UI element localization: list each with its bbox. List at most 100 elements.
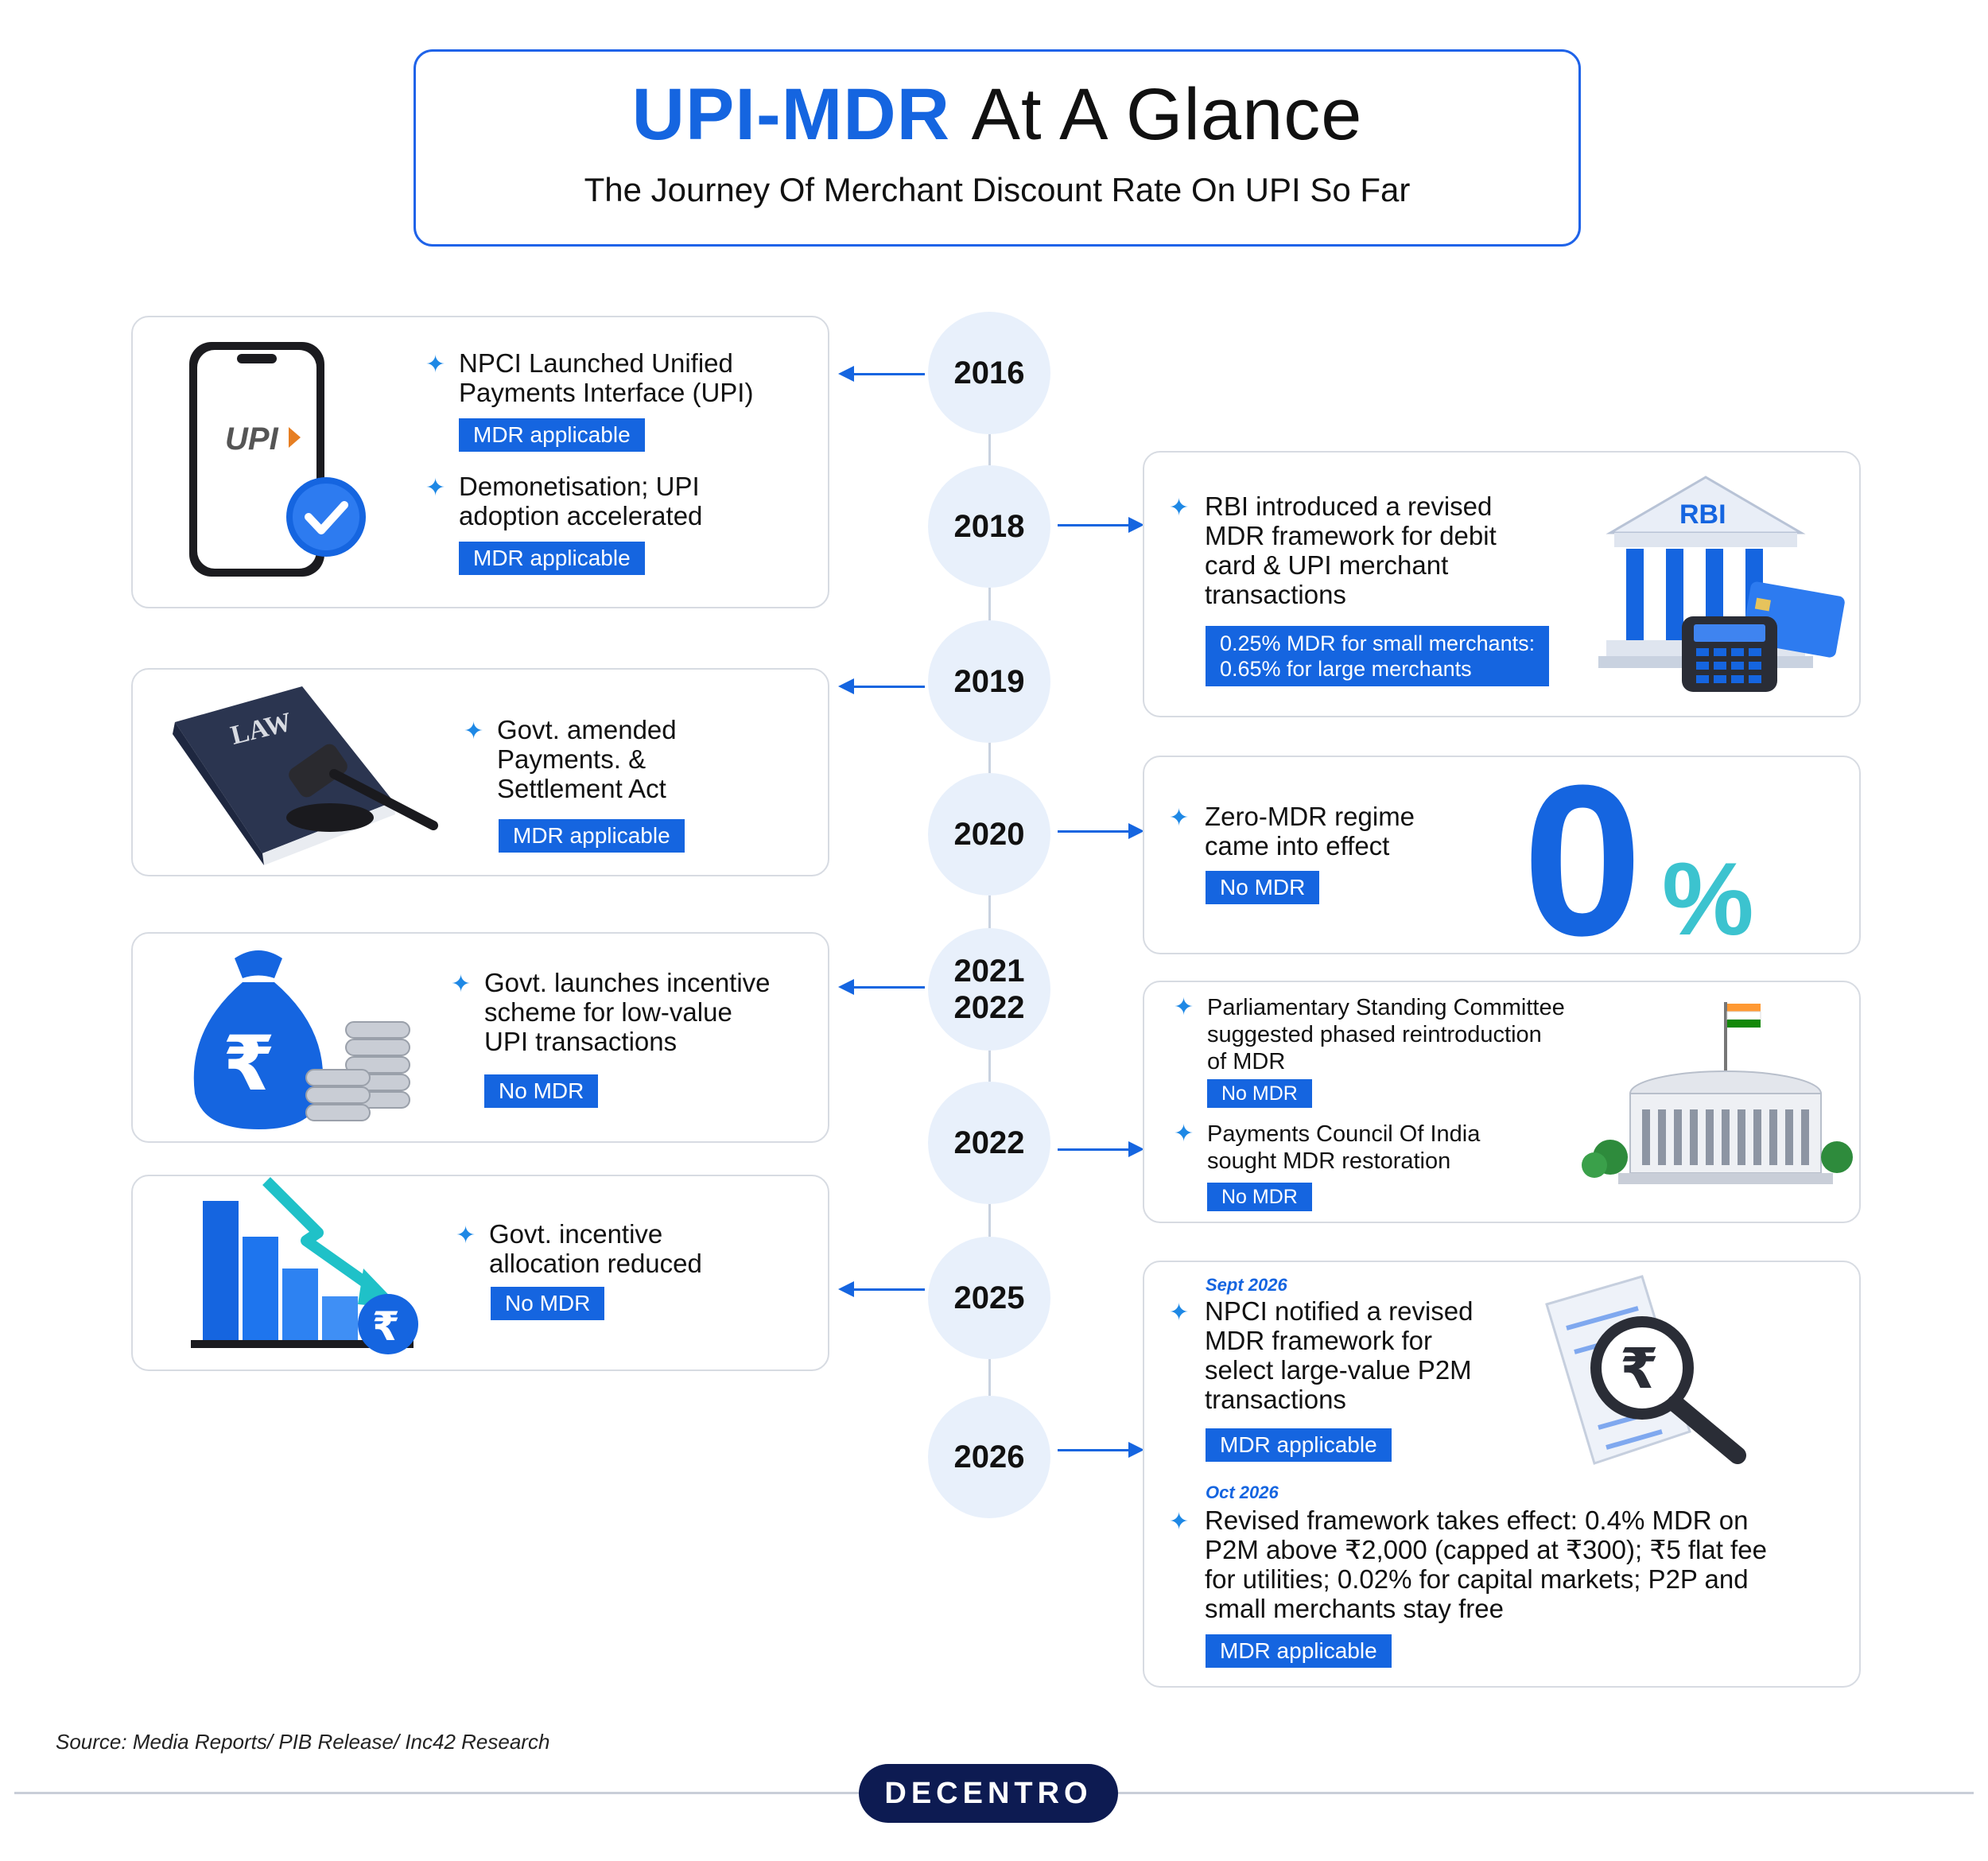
event-text: Zero-MDR regime xyxy=(1205,802,1415,831)
event-text: came into effect xyxy=(1205,831,1390,861)
year-label: 2022 xyxy=(953,1125,1025,1160)
event-text: Govt. amended xyxy=(497,715,677,744)
event-text: select large-value P2M xyxy=(1205,1355,1472,1385)
page-subtitle: The Journey Of Merchant Discount Rate On… xyxy=(584,171,1411,208)
star-icon: ✦ xyxy=(1169,1509,1190,1535)
rupee-glyph: ₹ xyxy=(1620,1336,1659,1401)
year-label: 2025 xyxy=(953,1280,1025,1315)
star-icon: ✦ xyxy=(1169,805,1190,831)
event-text: Govt. launches incentive xyxy=(484,968,771,997)
mdr-tag: No MDR xyxy=(491,1287,605,1320)
event-text: Payments Council Of India xyxy=(1207,1121,1481,1147)
card-2020 xyxy=(1143,756,1861,954)
year-2022: 2022 xyxy=(928,1082,1050,1204)
rbi-label: RBI xyxy=(1679,499,1726,530)
event-text: small merchants stay free xyxy=(1205,1594,1504,1623)
event-text: allocation reduced xyxy=(489,1249,702,1278)
mdr-tag: No MDR xyxy=(1207,1183,1312,1211)
year-2016: 2016 xyxy=(928,312,1050,434)
event-text: UPI transactions xyxy=(484,1027,678,1056)
tag-text: 0.25% MDR for small merchants: xyxy=(1220,631,1536,655)
star-icon: ✦ xyxy=(464,718,484,744)
mdr-tag: MDR applicable xyxy=(459,542,645,575)
arrow-left-icon xyxy=(838,678,925,694)
event-text: Demonetisation; UPI xyxy=(459,472,700,501)
event-text: transactions xyxy=(1205,1385,1346,1414)
event-text: MDR framework for xyxy=(1205,1326,1433,1355)
star-icon: ✦ xyxy=(425,352,446,378)
event-text: suggested phased reintroduction xyxy=(1207,1022,1542,1047)
event-text: P2M above ₹2,000 (capped at ₹300); ₹5 fl… xyxy=(1205,1535,1767,1564)
arrow-left-icon xyxy=(838,366,925,382)
arrow-right-icon xyxy=(1058,517,1144,533)
year-label: 2018 xyxy=(953,509,1025,544)
mdr-tag: No MDR xyxy=(1206,871,1320,904)
star-icon: ✦ xyxy=(456,1222,476,1249)
event-text: sought MDR restoration xyxy=(1207,1148,1451,1174)
svg-text:UPI: UPI xyxy=(225,422,279,457)
event-text: transactions xyxy=(1205,580,1346,609)
phone-illustration: UPI xyxy=(181,338,372,585)
star-icon: ✦ xyxy=(425,475,446,501)
mdr-tag: MDR applicable xyxy=(1206,1634,1392,1668)
year-2021-2022: 2021 2022 xyxy=(928,928,1050,1051)
event-text: Settlement Act xyxy=(497,774,666,803)
mdr-tag: MDR applicable xyxy=(1206,1428,1392,1462)
year-label: 2021 xyxy=(953,954,1025,989)
card-2026 xyxy=(1143,1261,1861,1688)
star-icon: ✦ xyxy=(1169,1300,1190,1326)
mdr-tag: MDR applicable xyxy=(499,819,685,853)
mdr-tag: MDR applicable xyxy=(459,418,645,452)
source-note: Source: Media Reports/ PIB Release/ Inc4… xyxy=(56,1730,550,1754)
star-icon: ✦ xyxy=(1174,994,1194,1020)
arrow-left-icon xyxy=(838,1281,925,1297)
event-text: of MDR xyxy=(1207,1049,1286,1074)
event-2019-act: ✦ Govt. amended Payments. & Settlement A… xyxy=(464,715,677,803)
parliament-illustration xyxy=(1578,994,1857,1197)
year-2025: 2025 xyxy=(928,1237,1050,1359)
event-2016-demonetisation: ✦ Demonetisation; UPI adoption accelerat… xyxy=(425,472,702,530)
star-icon: ✦ xyxy=(451,971,472,997)
percent-glyph: % xyxy=(1662,841,1754,950)
event-text: adoption accelerated xyxy=(459,501,703,530)
star-icon: ✦ xyxy=(1174,1121,1194,1147)
page-title: UPI-MDR At A Glance xyxy=(414,73,1581,157)
event-date: Sept 2026 xyxy=(1206,1275,1287,1295)
year-2020: 2020 xyxy=(928,773,1050,896)
event-2018-rbi: ✦ RBI introduced a revised MDR framework… xyxy=(1169,491,1497,609)
event-text: NPCI Launched Unified xyxy=(459,348,733,378)
declining-chart-illustration: ₹ xyxy=(187,1177,433,1360)
header-box xyxy=(414,49,1581,247)
mdr-tag: 0.25% MDR for small merchants: 0.65% for… xyxy=(1206,626,1550,686)
event-text: Revised framework takes effect: 0.4% MDR… xyxy=(1205,1506,1749,1535)
brand-logo: DECENTRO xyxy=(859,1764,1118,1823)
event-text: RBI introduced a revised xyxy=(1205,491,1493,521)
arrow-right-icon xyxy=(1058,1442,1144,1458)
event-text: scheme for low-value xyxy=(484,997,732,1027)
event-2026-notified: ✦ NPCI notified a revised MDR framework … xyxy=(1169,1296,1474,1414)
year-label: 2020 xyxy=(953,817,1025,852)
title-highlight: UPI-MDR xyxy=(631,74,951,155)
tag-text: 0.65% for large merchants xyxy=(1220,657,1472,681)
event-2020-zero-mdr: ✦ Zero-MDR regime came into effect xyxy=(1169,802,1415,861)
event-2016-npci: ✦ NPCI Launched Unified Payments Interfa… xyxy=(425,348,753,407)
rupee-glyph: ₹ xyxy=(372,1303,400,1350)
year-2026: 2026 xyxy=(928,1396,1050,1518)
event-text: Parliamentary Standing Committee xyxy=(1207,995,1565,1020)
event-text: MDR framework for debit xyxy=(1205,521,1497,550)
event-text: for utilities; 0.02% for capital markets… xyxy=(1205,1564,1749,1594)
law-book-illustration: LAW xyxy=(163,674,457,865)
event-text: NPCI notified a revised xyxy=(1205,1296,1474,1326)
event-text: Payments. & xyxy=(497,744,646,774)
event-text: Payments Interface (UPI) xyxy=(459,378,754,407)
title-rest: At A Glance xyxy=(971,74,1363,155)
zero-percent-illustration: 0 % xyxy=(1515,741,1777,981)
arrow-left-icon xyxy=(838,979,925,995)
rupee-glyph: ₹ xyxy=(223,1020,275,1108)
event-2022-council: ✦ Payments Council Of India sought MDR r… xyxy=(1174,1121,1480,1174)
year-label: 2016 xyxy=(953,355,1025,390)
event-text: card & UPI merchant xyxy=(1205,550,1449,580)
star-icon: ✦ xyxy=(1169,495,1190,521)
year-label: 2026 xyxy=(953,1439,1025,1474)
year-label: 2019 xyxy=(953,664,1025,699)
